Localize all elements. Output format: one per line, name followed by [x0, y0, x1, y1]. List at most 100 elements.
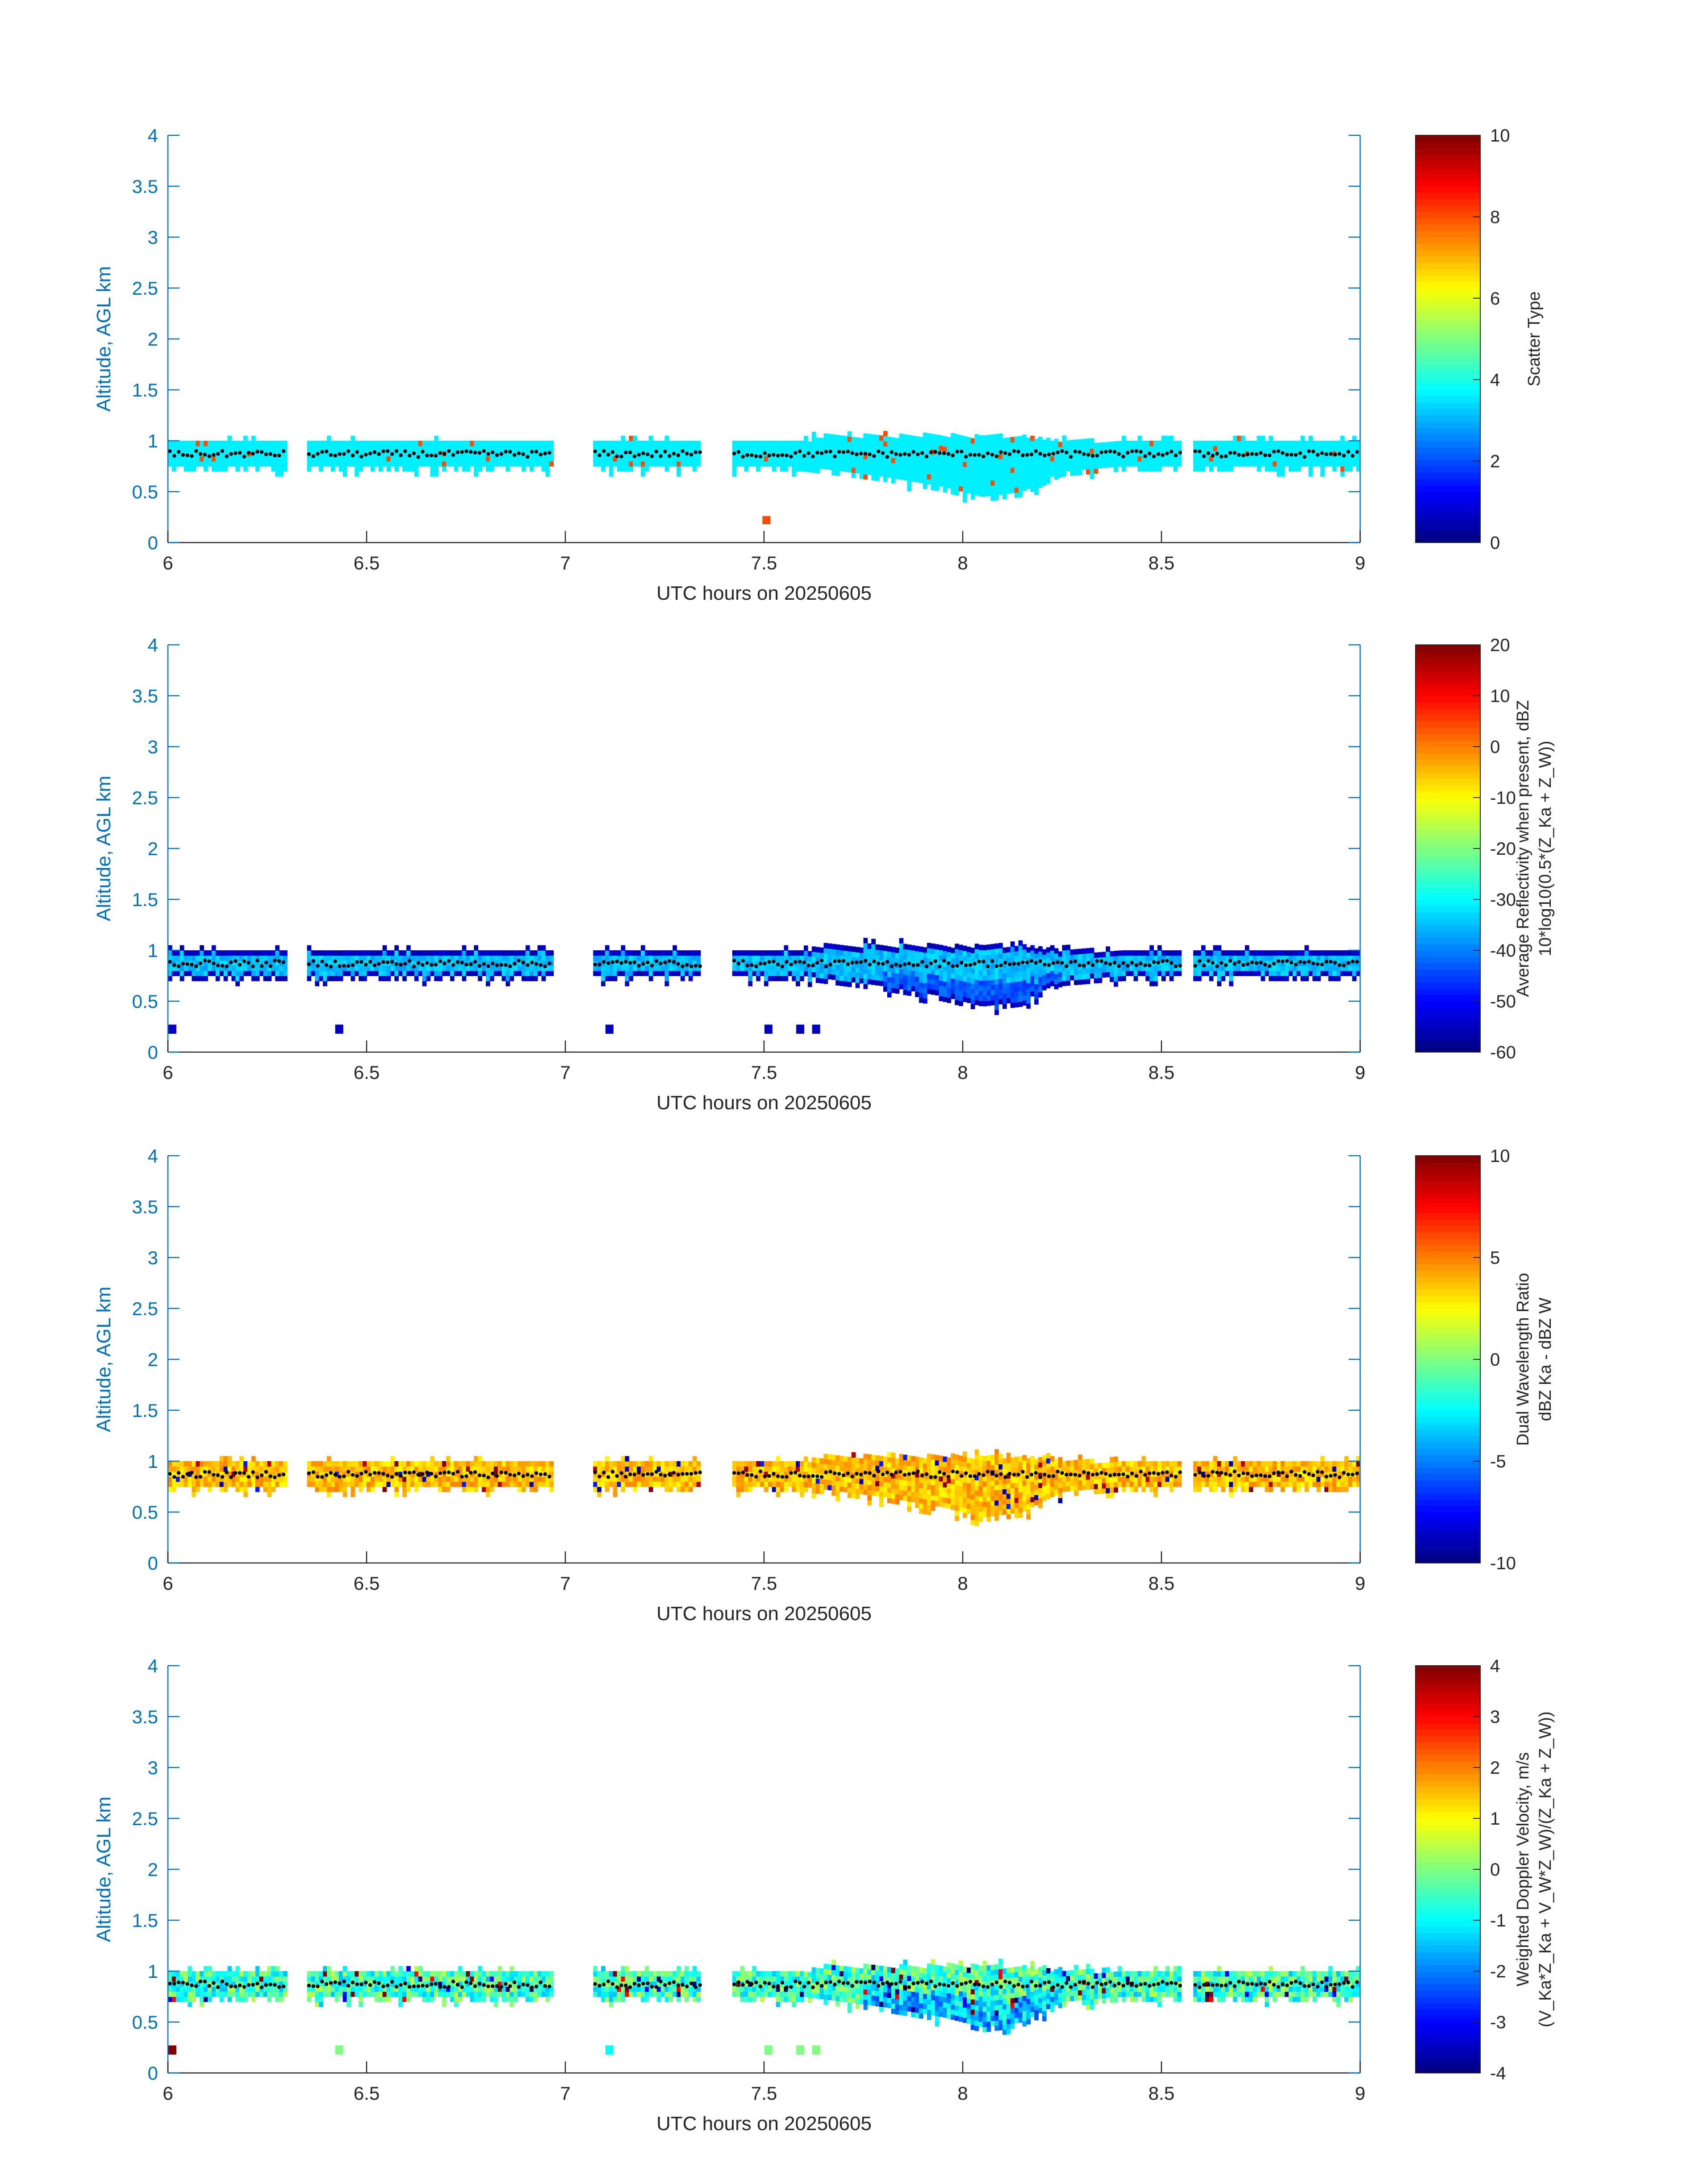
cloud-base-marker: [1178, 451, 1182, 455]
heatmap-cell: [227, 1461, 232, 1467]
heatmap-cell: [474, 1476, 478, 1482]
heatmap-cell: [1022, 980, 1027, 986]
heatmap-cell: [903, 944, 908, 949]
heatmap-cell: [267, 461, 272, 467]
heatmap-cell: [171, 955, 176, 961]
colorbar-segment: [1416, 670, 1480, 677]
heatmap-cell: [334, 1481, 339, 1487]
heatmap-cell: [422, 451, 427, 456]
heatmap-cell: [915, 472, 919, 478]
heatmap-cell: [970, 448, 975, 454]
heatmap-cell: [462, 461, 467, 467]
heatmap-cell: [955, 480, 959, 485]
heatmap-cell: [522, 965, 526, 971]
heatmap-cell: [231, 960, 236, 966]
heatmap-cell: [529, 970, 534, 976]
heatmap-cell: [1141, 466, 1146, 472]
heatmap-cell: [1141, 955, 1146, 961]
heatmap-cell: [823, 958, 828, 964]
cloud-base-marker: [1276, 449, 1280, 453]
cloud-base-marker: [1165, 451, 1169, 455]
cloud-base-marker: [685, 451, 689, 455]
heatmap-cell: [470, 456, 475, 462]
cloud-base-marker: [1298, 451, 1302, 455]
heatmap-cell: [323, 1481, 327, 1487]
heatmap-cell: [974, 480, 979, 485]
heatmap-cell: [601, 446, 606, 451]
cloud-base-marker: [846, 449, 850, 454]
heatmap-cell: [943, 976, 948, 982]
heatmap-cell: [891, 473, 896, 479]
heatmap-cell: [1217, 451, 1222, 456]
heatmap-cell: [363, 955, 367, 961]
cloud-base-marker: [246, 961, 251, 965]
heatmap-cell: [827, 464, 832, 470]
heatmap-cell: [780, 950, 785, 956]
heatmap-cell: [970, 468, 975, 474]
heatmap-cell: [330, 1466, 335, 1472]
heatmap-cell: [327, 965, 331, 971]
cloud-base-marker: [473, 451, 477, 455]
heatmap-cell: [390, 456, 395, 462]
colorbar-tick-label: 10: [1490, 686, 1510, 706]
cloud-base-marker: [1156, 961, 1161, 965]
heatmap-cell: [1034, 963, 1039, 969]
heatmap-cell: [1229, 981, 1233, 986]
heatmap-cell: [549, 1471, 554, 1477]
cloud-base-marker: [999, 450, 1003, 454]
heatmap-cell: [823, 464, 828, 470]
heatmap-cell: [986, 1000, 991, 1006]
heatmap-cell: [446, 970, 451, 976]
heatmap-cell: [394, 1481, 399, 1487]
heatmap-cell: [430, 1456, 435, 1462]
heatmap-cell: [839, 980, 844, 986]
heatmap-cell: [255, 1471, 260, 1477]
heatmap-cell: [355, 441, 359, 447]
heatmap-cell: [780, 976, 785, 982]
heatmap-cell: [1332, 955, 1337, 961]
heatmap-cell: [1225, 466, 1230, 472]
heatmap-cell: [1010, 977, 1015, 983]
heatmap-cell: [351, 1466, 355, 1472]
heatmap-cell: [493, 461, 498, 467]
heatmap-cell: [994, 999, 999, 1005]
heatmap-cell: [1257, 970, 1261, 976]
heatmap-cell: [410, 466, 415, 472]
heatmap-cell: [776, 970, 781, 976]
heatmap-cell: [1316, 461, 1321, 467]
cloud-base-marker: [1090, 963, 1095, 967]
heatmap-cell: [1018, 1001, 1023, 1007]
heatmap-cell: [351, 976, 355, 982]
cloud-base-marker: [259, 964, 264, 968]
heatmap-cell: [1002, 478, 1007, 485]
heatmap-cell: [1241, 955, 1245, 961]
cloud-base-marker: [342, 452, 346, 456]
colorbar-segment: [1416, 275, 1480, 282]
heatmap-cell: [947, 977, 952, 983]
heatmap-cell: [200, 1471, 204, 1477]
heatmap-cell: [414, 1461, 419, 1467]
heatmap-cell: [1284, 441, 1289, 447]
heatmap-cell: [879, 471, 884, 476]
heatmap-cell: [446, 446, 451, 451]
heatmap-cell: [239, 965, 244, 971]
heatmap-cell: [1129, 965, 1134, 971]
heatmap-cell: [402, 441, 407, 447]
heatmap-cell: [935, 439, 940, 445]
heatmap-cell: [660, 451, 665, 456]
heatmap-cell: [489, 1461, 494, 1467]
heatmap-cell: [776, 965, 781, 971]
heatmap-cell: [231, 965, 236, 971]
heatmap-cell: [370, 1461, 375, 1467]
heatmap-cell: [204, 1461, 208, 1467]
heatmap-cell: [677, 965, 681, 971]
heatmap-cell: [434, 1481, 438, 1487]
heatmap-cell: [1320, 446, 1325, 451]
heatmap-cell: [466, 970, 471, 976]
cloud-base-marker: [1056, 960, 1060, 964]
colorbar-segment: [1416, 1007, 1480, 1015]
heatmap-cell: [895, 983, 900, 989]
heatmap-cell: [748, 970, 753, 976]
heatmap-cell: [347, 1471, 351, 1477]
heatmap-cell: [835, 960, 840, 965]
